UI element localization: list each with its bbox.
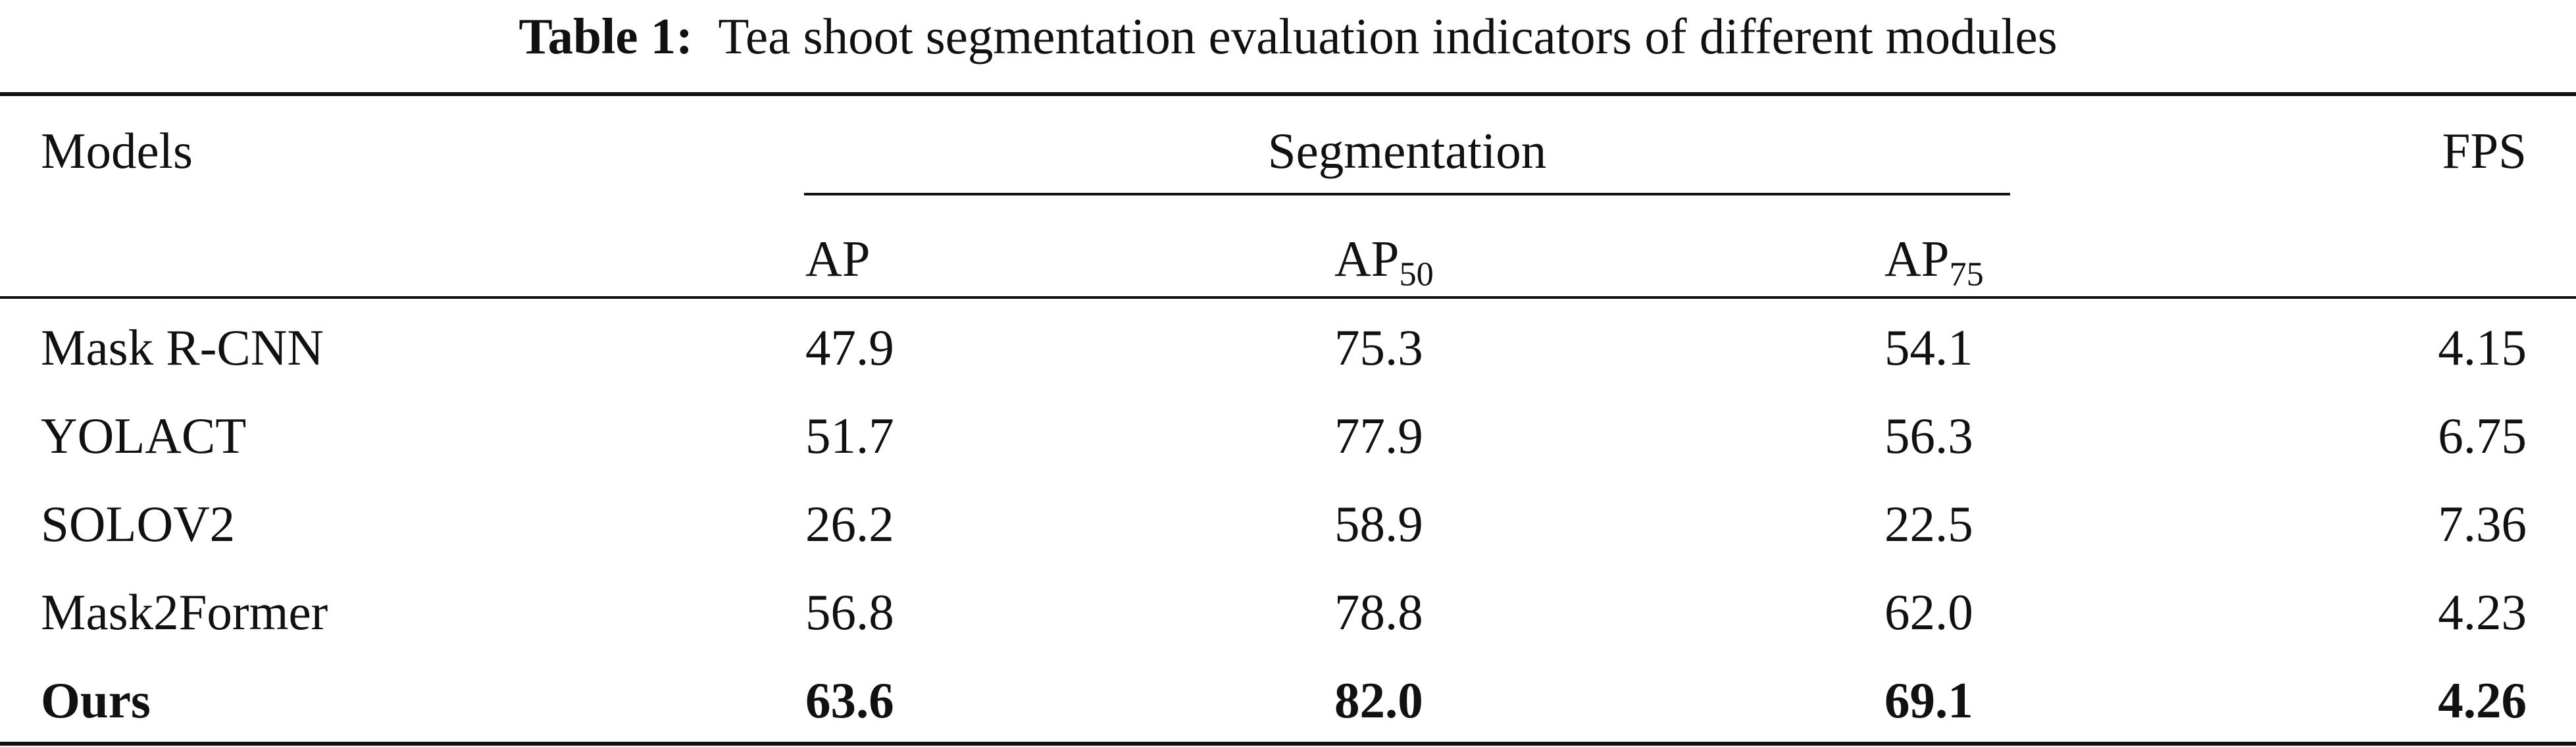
cell-ap75: 62.0 [1884, 584, 1973, 640]
cell-fps: 6.75 [2438, 407, 2527, 464]
header-ap75-sub: 75 [1949, 255, 1984, 294]
table-caption-text: Tea shoot segmentation evaluation indica… [718, 8, 2058, 64]
header-ap50-sub: 50 [1399, 255, 1434, 294]
cell-ap75: 22.5 [1884, 496, 1973, 552]
header-ap50-base: AP [1334, 230, 1400, 287]
segmentation-group-rule [804, 193, 2010, 195]
cell-ap: 47.9 [805, 319, 894, 376]
table-caption: Table 1: Tea shoot segmentation evaluati… [0, 0, 2576, 72]
cell-fps: 4.15 [2438, 319, 2527, 376]
cell-ap50: 58.9 [1334, 496, 1423, 552]
header-ap50: AP50 [1334, 234, 1434, 292]
header-fps: FPS [2442, 122, 2527, 179]
table-header-rule [0, 296, 2576, 299]
cell-ap: 26.2 [805, 496, 894, 552]
table-top-rule [0, 92, 2576, 96]
cell-ap50: 77.9 [1334, 407, 1423, 464]
cell-model: Mask2Former [41, 584, 328, 640]
cell-ap50: 75.3 [1334, 319, 1423, 376]
cell-ap: 63.6 [805, 672, 894, 729]
cell-ap50: 78.8 [1334, 584, 1423, 640]
cell-ap75: 56.3 [1884, 407, 1973, 464]
header-models: Models [41, 122, 193, 179]
cell-model: YOLACT [41, 407, 247, 464]
cell-ap75: 69.1 [1884, 672, 1973, 729]
header-ap75-base: AP [1884, 230, 1950, 287]
header-ap: AP [805, 230, 871, 287]
cell-ap50: 82.0 [1334, 672, 1423, 729]
cell-model: Ours [41, 672, 151, 729]
cell-model: Mask R-CNN [41, 319, 324, 376]
header-ap75: AP75 [1884, 234, 1984, 292]
header-segmentation: Segmentation [1267, 122, 1547, 179]
cell-ap: 51.7 [805, 407, 894, 464]
table-bottom-rule [0, 742, 2576, 746]
cell-fps: 4.23 [2438, 584, 2527, 640]
cell-ap75: 54.1 [1884, 319, 1973, 376]
cell-model: SOLOV2 [41, 496, 236, 552]
cell-fps: 4.26 [2438, 672, 2527, 729]
table-caption-label: Table 1: [518, 8, 693, 64]
cell-fps: 7.36 [2438, 496, 2527, 552]
cell-ap: 56.8 [805, 584, 894, 640]
